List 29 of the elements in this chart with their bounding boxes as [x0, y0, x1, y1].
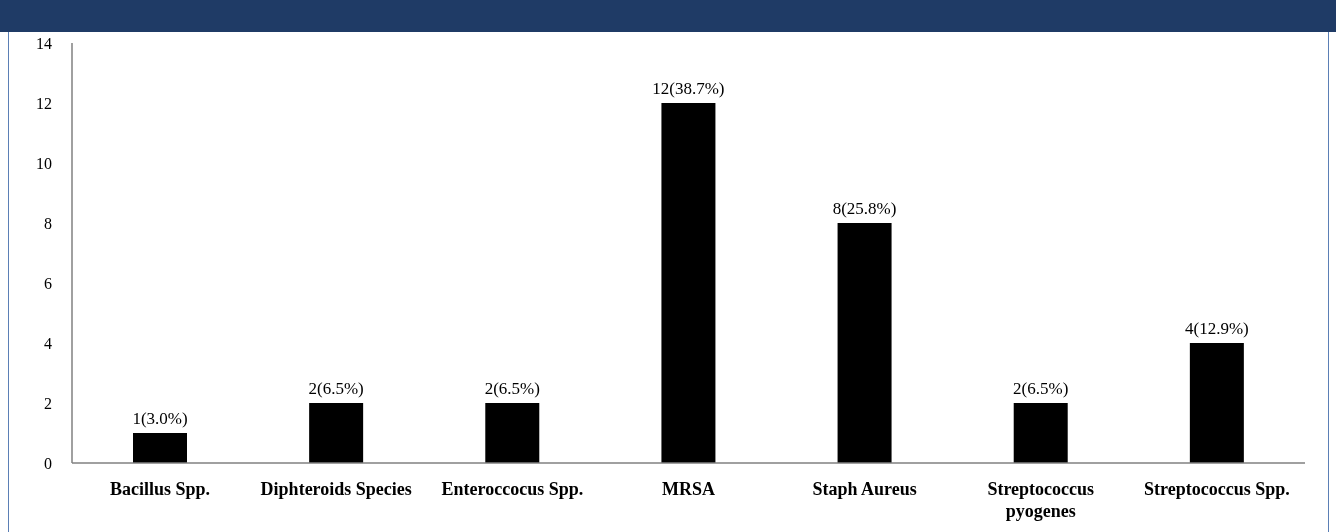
y-tick-label: 14	[36, 34, 52, 52]
data-label: 2(6.5%)	[308, 379, 364, 398]
x-tick-label: Bacillus Spp.	[110, 479, 211, 499]
x-tick-label: MRSA	[662, 479, 715, 499]
bar	[133, 433, 187, 463]
bar	[309, 403, 364, 463]
x-tick-label: Streptococcus pyogenes	[987, 479, 1095, 521]
bar	[661, 103, 716, 463]
y-tick-label: 2	[44, 394, 52, 412]
data-label: 8(25.8%)	[832, 199, 897, 218]
x-tick-label: Staph Aureus	[812, 479, 917, 499]
y-tick-label: 8	[44, 214, 52, 232]
x-tick-label: Streptococcus Spp.	[1144, 479, 1290, 499]
bar	[1189, 343, 1244, 463]
y-tick-label: 0	[44, 454, 52, 472]
data-label: 1(3.0%)	[132, 409, 188, 428]
bar	[1013, 403, 1068, 463]
data-label: 12(38.7%)	[652, 79, 725, 98]
data-label: 4(12.9%)	[1184, 319, 1249, 338]
data-label: 2(6.5%)	[1013, 379, 1069, 398]
y-tick-label: 6	[44, 274, 52, 292]
y-tick-label: 12	[36, 94, 52, 112]
y-tick-label: 4	[44, 334, 52, 352]
bar	[837, 223, 892, 463]
bar	[485, 403, 540, 463]
data-label: 2(6.5%)	[484, 379, 540, 398]
x-tick-label: Enteroccocus Spp.	[441, 479, 584, 499]
y-tick-label: 10	[36, 154, 52, 172]
x-tick-label: Diphteroids Species	[260, 479, 412, 499]
